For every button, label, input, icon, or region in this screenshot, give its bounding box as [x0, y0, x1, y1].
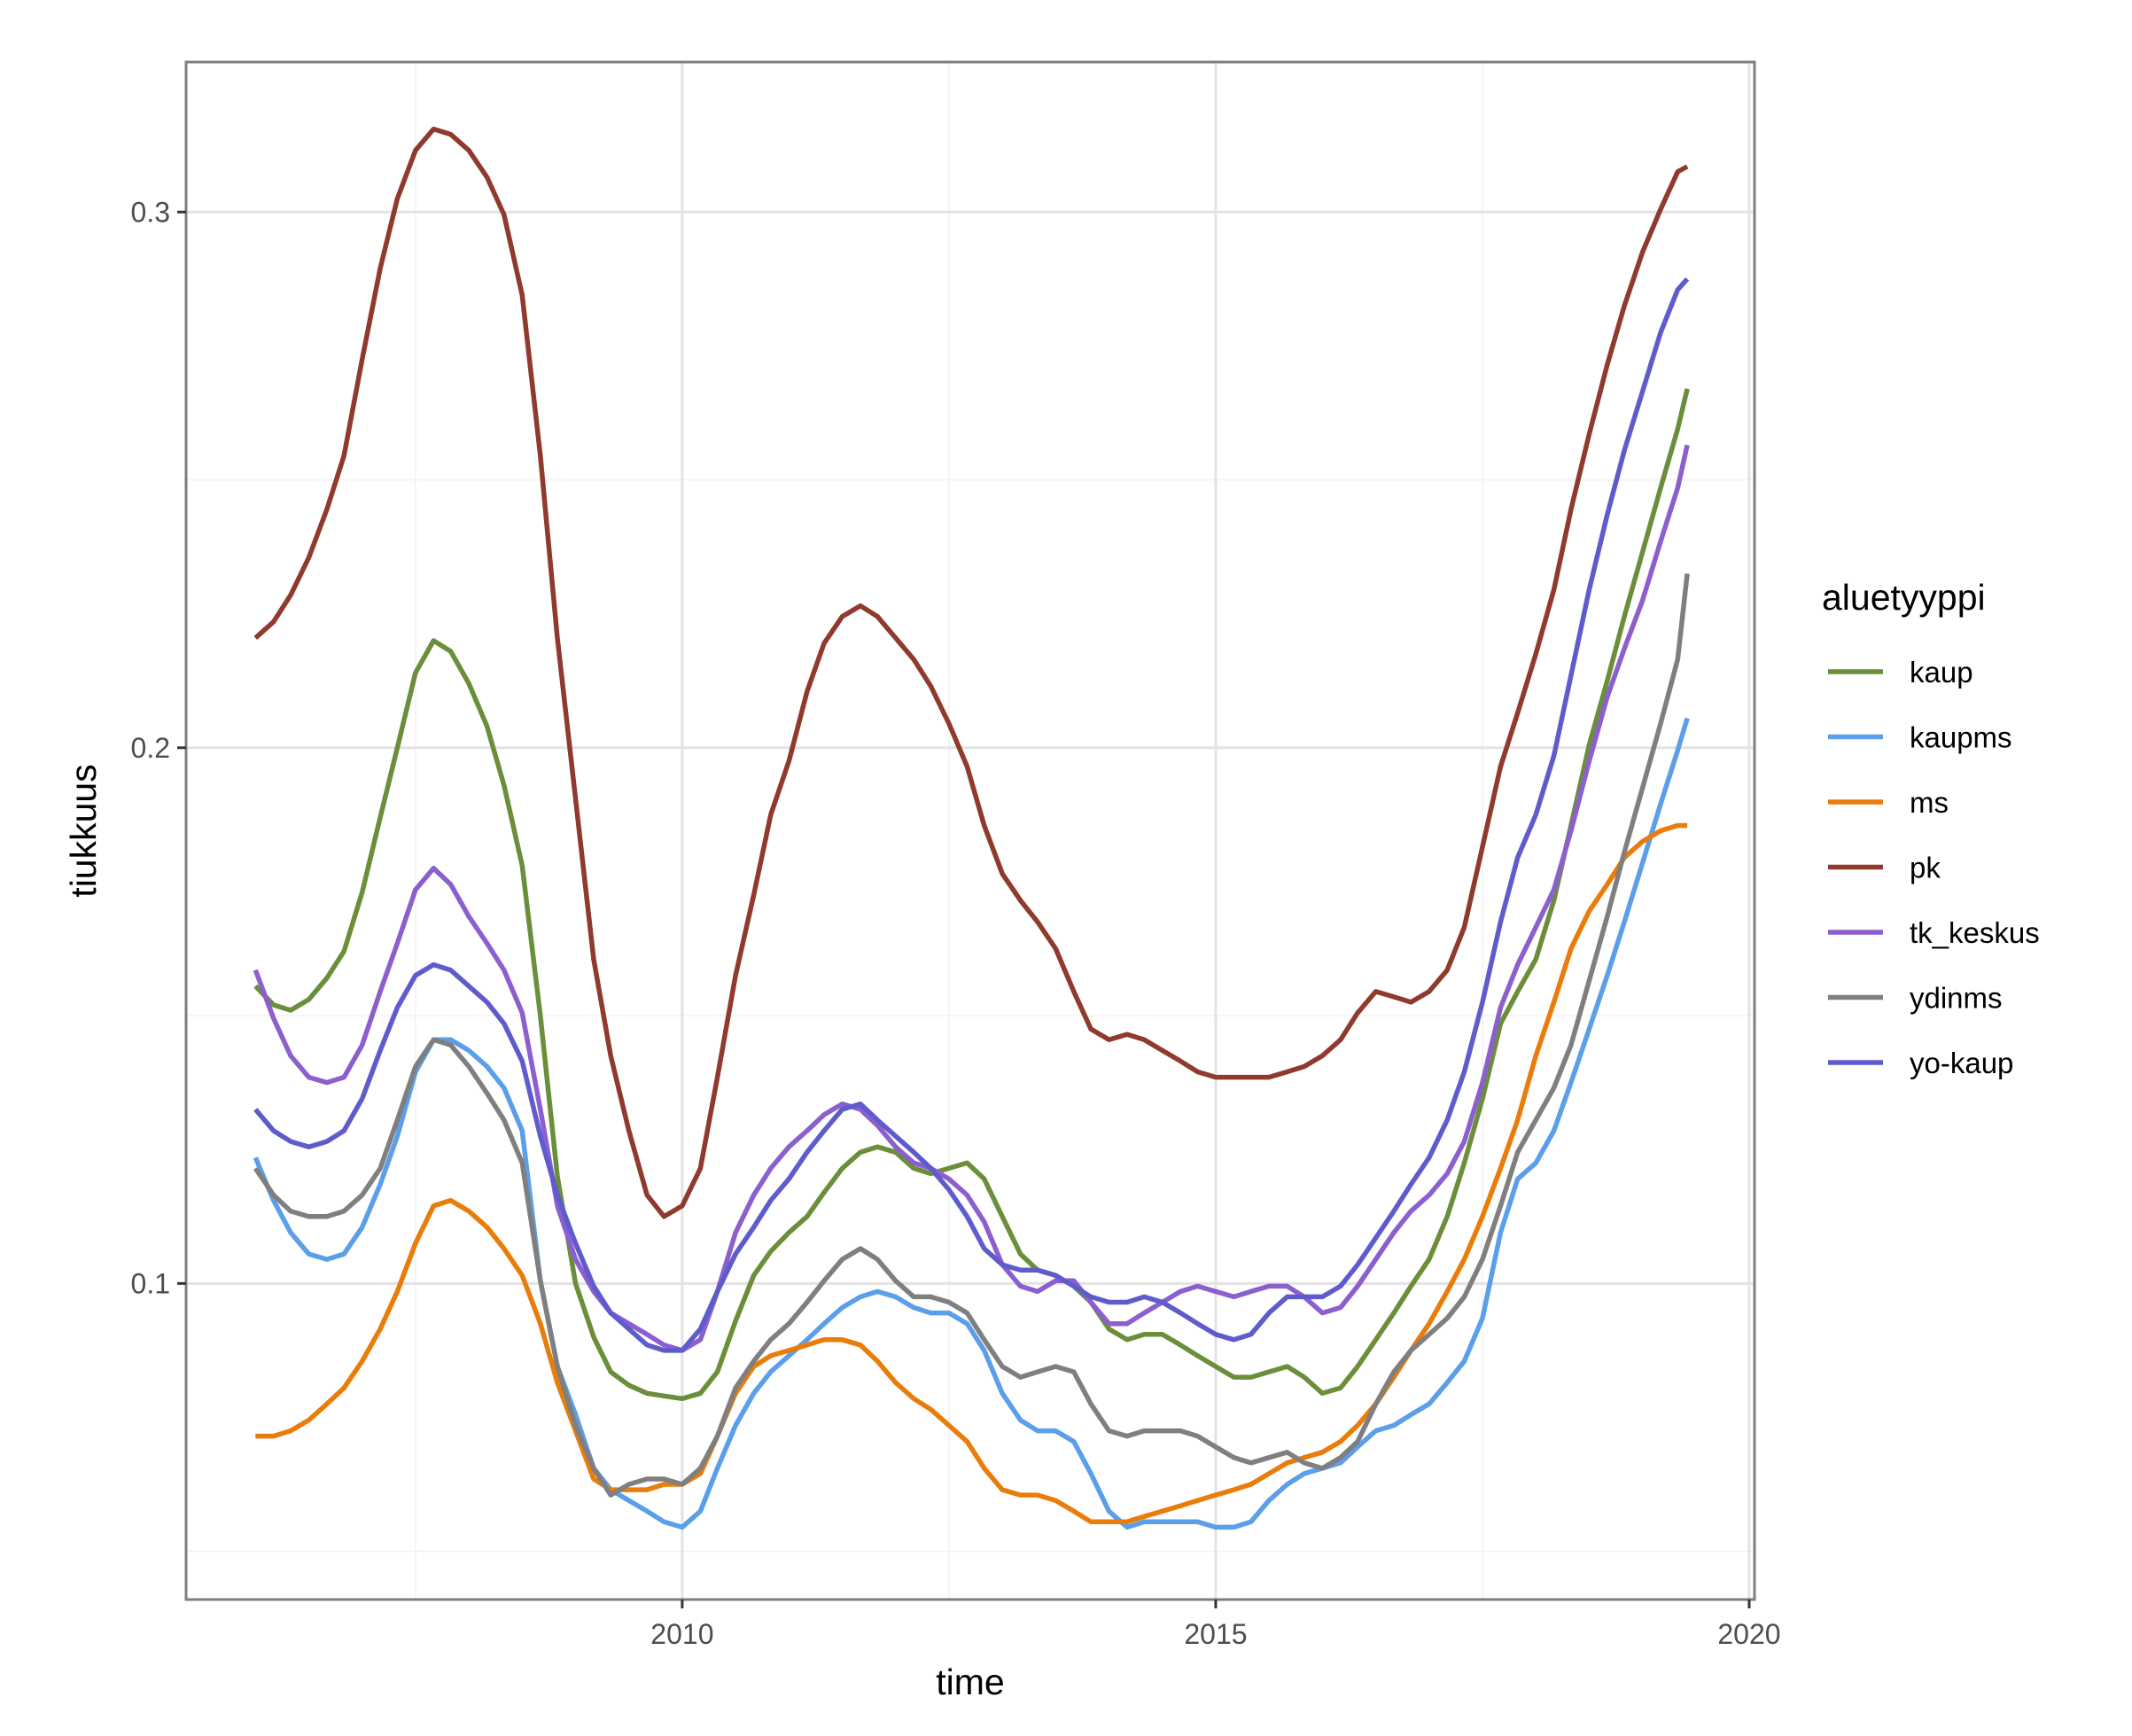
series-line-kaup — [253, 388, 1690, 1402]
legend-label-yo-kaup: yo-kaup — [1910, 1047, 2013, 1079]
axes: 2010 2015 2020 0.1 0.2 0.3 — [131, 196, 1781, 1650]
series-line-ydinms — [253, 572, 1690, 1498]
x-tick-label: 2010 — [650, 1618, 713, 1650]
x-tick-label: 2020 — [1717, 1618, 1780, 1650]
gridlines — [186, 62, 1755, 1600]
y-tick-label: 0.3 — [131, 196, 170, 228]
legend-label-ms: ms — [1910, 786, 1949, 819]
y-tick-label: 0.2 — [131, 732, 170, 764]
legend-label-kaupms: kaupms — [1910, 721, 2012, 754]
series-line-yo-kaup — [253, 276, 1690, 1353]
legend-label-tk_keskus: tk_keskus — [1910, 916, 2040, 949]
series-line-kaupms — [253, 717, 1690, 1530]
legend: aluetyyppi kaup kaupms ms pk tk_keskusydinms… — [1822, 577, 2040, 1079]
plot-panel — [186, 62, 1755, 1600]
series-line-ms — [255, 822, 1688, 1525]
series-line-pk — [253, 126, 1689, 1219]
legend-label-ydinms: ydinms — [1910, 982, 2003, 1015]
y-axis-title: tiukkuus — [63, 764, 104, 897]
x-axis-title: time — [936, 1662, 1004, 1702]
plot-panel-border — [184, 60, 1756, 1601]
y-tick-label: 0.1 — [131, 1267, 170, 1299]
legend-title: aluetyyppi — [1822, 577, 1986, 618]
x-tick-label: 2015 — [1184, 1618, 1247, 1650]
legend-label-kaup: kaup — [1910, 656, 1973, 689]
series-lines — [253, 126, 1690, 1530]
legend-label-pk: pk — [1910, 852, 1941, 884]
series-line-tk_keskus — [253, 444, 1690, 1353]
